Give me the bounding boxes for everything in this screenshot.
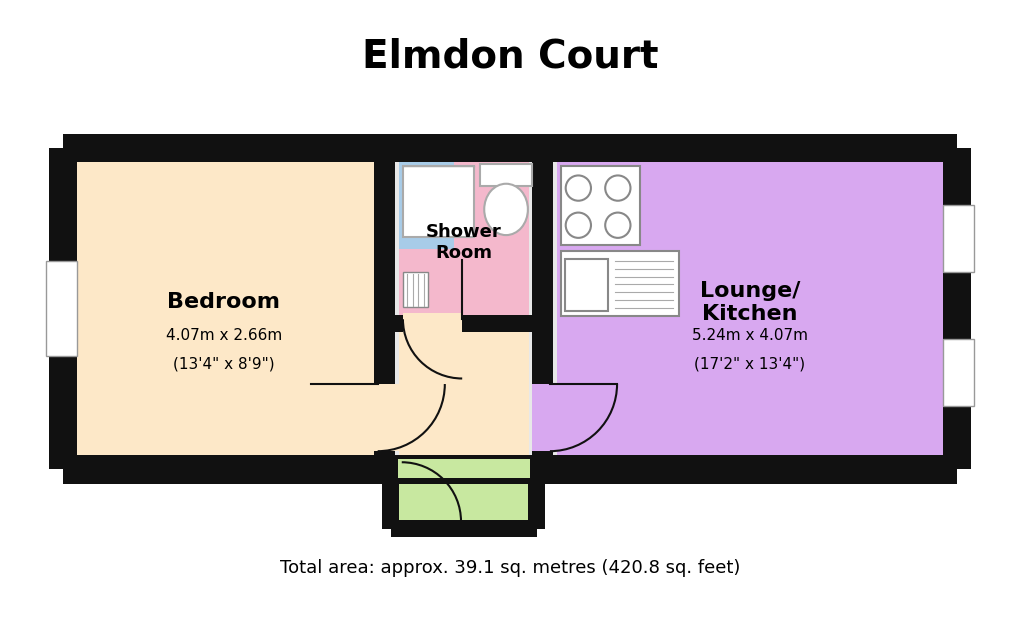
Text: (17'2" x 13'4"): (17'2" x 13'4") (694, 356, 805, 371)
Text: 5.24m x 4.07m: 5.24m x 4.07m (691, 328, 807, 343)
Text: (13'4" x 8'9"): (13'4" x 8'9") (173, 356, 274, 371)
Bar (382, 469, 398, 528)
Bar (532, 148, 553, 469)
Bar (63, 455, 956, 484)
Bar (398, 162, 453, 249)
Bar (397, 459, 529, 478)
Bar (480, 164, 531, 186)
Bar (390, 469, 536, 528)
Bar (384, 314, 542, 331)
Bar (942, 339, 973, 406)
Bar (403, 272, 428, 308)
Bar (398, 323, 528, 455)
Bar (403, 166, 474, 237)
Bar (556, 162, 942, 455)
Text: Shower
Room: Shower Room (426, 223, 501, 262)
Bar (942, 148, 970, 469)
Bar (63, 148, 956, 469)
Bar (942, 204, 973, 272)
Bar (560, 252, 679, 316)
Text: 4.07m x 2.66m: 4.07m x 2.66m (166, 328, 282, 343)
Bar (390, 520, 536, 537)
Bar (46, 261, 77, 356)
Ellipse shape (484, 184, 528, 235)
Bar (403, 313, 462, 331)
Text: Elmdon Court: Elmdon Court (362, 38, 657, 76)
Bar (63, 133, 956, 162)
Bar (532, 384, 557, 451)
Bar (565, 259, 607, 311)
Bar (373, 384, 398, 451)
Bar (77, 162, 384, 455)
Text: Bedroom: Bedroom (167, 292, 280, 312)
Bar (49, 148, 77, 469)
Bar (560, 166, 639, 245)
Bar (528, 469, 545, 528)
Text: Total area: approx. 39.1 sq. metres (420.8 sq. feet): Total area: approx. 39.1 sq. metres (420… (279, 559, 740, 577)
Bar (374, 148, 395, 469)
Text: Lounge/
Kitchen: Lounge/ Kitchen (699, 281, 799, 324)
Bar (398, 162, 528, 323)
